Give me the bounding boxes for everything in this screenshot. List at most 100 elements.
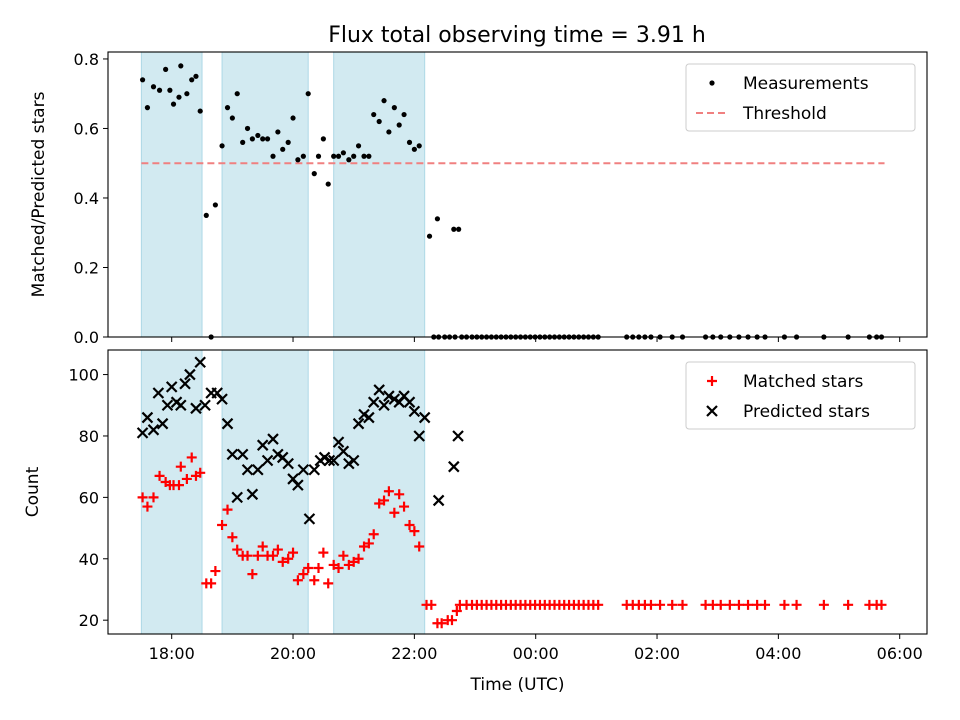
figure-title: Flux total observing time = 3.91 h bbox=[328, 23, 706, 48]
predicted-star-point bbox=[352, 417, 365, 430]
legend-label: Matched stars bbox=[743, 372, 863, 392]
matched-star-point bbox=[404, 520, 415, 531]
measurement-point bbox=[234, 91, 240, 97]
predicted-star-point bbox=[156, 417, 169, 430]
measurement-point bbox=[224, 105, 231, 111]
matched-star-point bbox=[288, 547, 299, 558]
legend: Matched stars Predicted stars bbox=[685, 361, 916, 430]
predicted-star-point bbox=[418, 411, 431, 424]
predicted-star-point bbox=[413, 430, 425, 442]
measurement-point bbox=[193, 73, 199, 79]
measurement-point bbox=[212, 202, 218, 208]
matched-star-point bbox=[309, 575, 320, 586]
measurement-point bbox=[355, 143, 362, 149]
predicted-star-point bbox=[282, 457, 294, 470]
predicted-star-point bbox=[452, 430, 464, 442]
measurement-point bbox=[197, 108, 203, 114]
matched-star-point bbox=[724, 599, 735, 610]
y-tick-label: 0.0 bbox=[74, 328, 99, 347]
matched-star-point bbox=[272, 544, 283, 555]
measurement-point bbox=[280, 146, 286, 152]
measurement-point bbox=[305, 91, 311, 97]
predicted-star-point bbox=[383, 390, 395, 402]
y-tick-label: 0.4 bbox=[74, 189, 99, 208]
predicted-star-point bbox=[241, 463, 254, 476]
y-axis-label: Matched/Predicted stars bbox=[29, 91, 49, 297]
matched-star-point bbox=[593, 599, 604, 610]
count-panel: 20 40 60 80 100 18:00 20:00 22:00 00:00 02:00 04:0… bbox=[23, 349, 928, 695]
measurement-point bbox=[401, 111, 407, 118]
matched-star-point bbox=[217, 520, 228, 531]
predicted-star-point bbox=[179, 377, 191, 390]
matched-star-point bbox=[399, 501, 410, 512]
measurement-point bbox=[139, 77, 146, 83]
observing-band bbox=[333, 51, 426, 338]
predicted-star-point bbox=[256, 439, 269, 451]
measurement-point bbox=[163, 66, 169, 72]
x-tick-label: 00:00 bbox=[513, 644, 559, 663]
matched-star-point bbox=[677, 599, 688, 610]
measurement-point bbox=[371, 111, 377, 118]
matched-star-point bbox=[252, 550, 263, 561]
predicted-star-point bbox=[190, 402, 202, 415]
predicted-star-point bbox=[308, 463, 321, 476]
matched-star-point bbox=[779, 599, 790, 610]
axes-frame bbox=[107, 51, 928, 338]
matched-star-point bbox=[394, 489, 405, 500]
measurement-point bbox=[189, 77, 195, 83]
y-tick-label: 0.2 bbox=[74, 258, 99, 277]
predicted-star-point bbox=[297, 463, 310, 476]
matched-star-point bbox=[277, 556, 288, 567]
measurement-point bbox=[167, 87, 173, 93]
predicted-star-point bbox=[161, 399, 174, 412]
measurement-point bbox=[260, 136, 266, 142]
matched-star-point bbox=[451, 605, 462, 616]
measurement-point bbox=[264, 136, 271, 142]
matched-star-point bbox=[818, 599, 829, 610]
legend-marker-matched bbox=[707, 376, 717, 386]
predicted-star-point bbox=[141, 411, 154, 424]
measurement-point bbox=[244, 125, 251, 132]
predicted-star-point bbox=[378, 399, 390, 412]
measurement-point bbox=[325, 181, 331, 187]
measurement-point bbox=[416, 143, 422, 149]
matched-star-point bbox=[181, 473, 192, 484]
observing-band bbox=[140, 51, 203, 338]
matched-star-point bbox=[409, 526, 420, 537]
legend-label: Threshold bbox=[742, 104, 827, 124]
matched-star-point bbox=[303, 562, 314, 573]
matched-star-point bbox=[645, 599, 656, 610]
matched-star-point bbox=[222, 504, 233, 515]
measurement-point bbox=[406, 139, 413, 145]
y-tick-label: 80 bbox=[79, 427, 99, 446]
matched-star-point bbox=[667, 599, 678, 610]
predicted-star-point bbox=[152, 387, 165, 399]
matched-star-point bbox=[363, 538, 374, 549]
matched-star-point bbox=[257, 541, 268, 552]
predicted-star-point bbox=[448, 460, 460, 473]
matched-star-point bbox=[232, 544, 243, 555]
measurement-point bbox=[178, 63, 184, 69]
measurement-point bbox=[331, 153, 337, 159]
matched-star-point bbox=[186, 452, 197, 463]
measurement-point bbox=[411, 146, 417, 152]
legend-box bbox=[685, 361, 916, 430]
predicted-star-point bbox=[226, 448, 239, 461]
measurement-point bbox=[219, 143, 225, 149]
measurement-point bbox=[391, 105, 397, 111]
matched-star-point bbox=[876, 599, 887, 610]
legend-label: Measurements bbox=[743, 74, 869, 94]
matched-star-point bbox=[268, 550, 279, 561]
matched-star-point bbox=[743, 599, 754, 610]
measurement-point bbox=[335, 153, 342, 159]
x-tick-label: 20:00 bbox=[270, 644, 316, 663]
x-tick-label: 02:00 bbox=[634, 644, 680, 663]
matched-star-point bbox=[227, 532, 238, 543]
measurement-point bbox=[366, 153, 372, 159]
legend-marker-predicted bbox=[706, 405, 718, 417]
measurement-point bbox=[255, 132, 261, 139]
x-tick-label: 22:00 bbox=[391, 644, 437, 663]
matched-star-point bbox=[353, 553, 364, 564]
matched-star-point bbox=[414, 541, 425, 552]
matched-star-point bbox=[175, 461, 186, 472]
